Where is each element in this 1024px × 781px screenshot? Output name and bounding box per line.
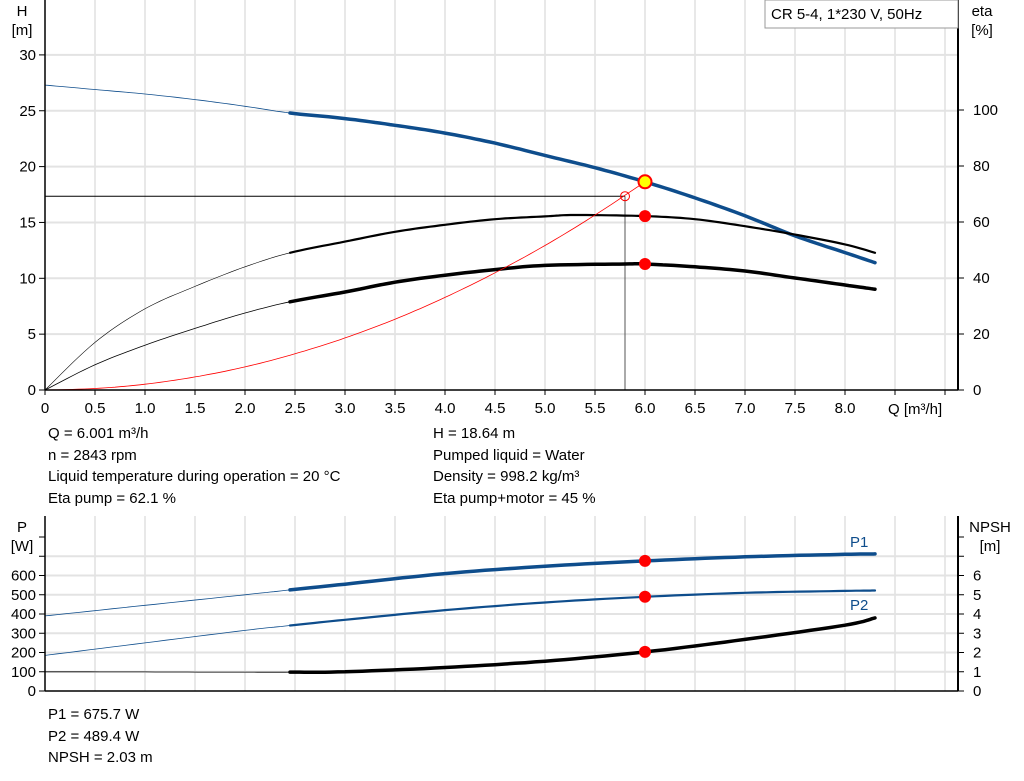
x-tick-label: 2.0 [235, 400, 256, 417]
y-left-label-line1: H [17, 3, 28, 20]
info-p1: P1 = 675.7 W [48, 706, 140, 723]
y-left-tick-label: 300 [11, 625, 36, 642]
x-tick-label: 1.0 [135, 400, 156, 417]
y-left-tick-label: 20 [19, 159, 36, 176]
info-top-left: Q = 6.001 m³/h n = 2843 rpm Liquid tempe… [48, 423, 340, 509]
x-tick-label: 8.0 [835, 400, 856, 417]
x-tick-label: 3.5 [385, 400, 406, 417]
y-left-tick-label: 200 [11, 645, 36, 662]
y-left-tick-label: 500 [11, 587, 36, 604]
y-left-tick-label: 30 [19, 47, 36, 64]
npsh-point [639, 645, 651, 658]
y-left-tick-label: 10 [19, 270, 36, 287]
operating-marker [620, 191, 630, 202]
y-right-tick-label: 60 [973, 214, 990, 231]
y-right-label-line2: [%] [971, 22, 993, 39]
x-tick-label: 6.5 [685, 400, 706, 417]
x-tick-label: 6.0 [635, 400, 656, 417]
info-eta-pump: Eta pump = 62.1 % [48, 489, 176, 507]
y-right-tick-label: 0 [973, 382, 981, 399]
p2-curve-extrapolated [44, 625, 291, 656]
y-right-tick-label: 80 [973, 158, 990, 175]
x-tick-label: 5.0 [535, 400, 556, 417]
p1-series-label: P1 [850, 534, 868, 551]
eta-pump-motor-point [639, 258, 651, 270]
x-tick-label: 1.5 [185, 400, 206, 417]
npsh-axis-label-line1: NPSH [969, 519, 1011, 536]
y-right-tick-label: 20 [973, 326, 990, 343]
head-curve [288, 111, 877, 265]
y-right-tick-label: 5 [973, 587, 981, 604]
bottom-series [44, 552, 877, 674]
info-n: n = 2843 rpm [48, 446, 137, 464]
p1-curve [288, 552, 877, 592]
info-temperature: Liquid temperature during operation = 20… [48, 468, 341, 485]
x-tick-label: 3.0 [335, 400, 356, 417]
eta_pump_motor-curve [288, 261, 877, 304]
x-tick-label: 0.5 [85, 400, 106, 417]
x-axis-label: Q [m³/h] [888, 401, 942, 418]
y-left-tick-label: 100 [11, 664, 36, 681]
x-tick-label: 0 [41, 400, 49, 417]
legend-box-text: CR 5-4, 1*230 V, 50Hz [771, 6, 922, 23]
info-p2: P2 = 489.4 W [48, 727, 140, 745]
y-right-tick-label: 1 [973, 664, 981, 681]
y-left-tick-label: 400 [11, 606, 36, 623]
x-tick-label: 2.5 [285, 400, 306, 417]
p1-curve-extrapolated [44, 589, 291, 617]
top-series [44, 84, 877, 391]
info-npsh: NPSH = 2.03 m [48, 749, 153, 766]
info-bottom: P1 = 675.7 W P2 = 489.4 W NPSH = 2.03 m [48, 704, 153, 769]
x-tick-label: 7.5 [785, 400, 806, 417]
info-q: Q = 6.001 m³/h [48, 425, 149, 442]
x-tick-label: 4.0 [435, 400, 456, 417]
p2-curve [288, 589, 877, 627]
eta-pump-point [639, 210, 651, 223]
npsh-axis-label-line2: [m] [980, 538, 1001, 555]
info-density: Density = 998.2 kg/m³ [433, 468, 580, 485]
p-axis-label-line1: P [17, 519, 27, 536]
y-left-tick-label: 0 [28, 683, 36, 700]
x-tick-label: 5.5 [585, 400, 606, 417]
eta_pump_motor-curve-extrapolated [44, 301, 291, 391]
y-left-label-line2: [m] [12, 22, 33, 39]
x-tick-label: 7.0 [735, 400, 756, 417]
npsh-curve [288, 616, 877, 674]
y-left-tick-label: 600 [11, 568, 36, 585]
y-right-tick-label: 6 [973, 568, 981, 585]
info-liquid: Pumped liquid = Water [433, 446, 585, 464]
y-right-tick-label: 100 [973, 102, 998, 119]
eta_pump-curve-extrapolated [44, 252, 291, 391]
y-right-tick-label: 2 [973, 645, 981, 662]
p2-series-label: P2 [850, 597, 868, 614]
y-right-tick-label: 3 [973, 625, 981, 642]
y-left-tick-label: 15 [19, 214, 36, 231]
legend-box: CR 5-4, 1*230 V, 50Hz [764, 0, 959, 29]
info-h: H = 18.64 m [433, 425, 516, 442]
p2-point [639, 590, 651, 603]
y-left-tick-label: 0 [28, 382, 36, 399]
system-curve [44, 181, 646, 391]
head-curve-extrapolated [44, 84, 291, 114]
duty-point [637, 174, 653, 190]
y-right-label-line1: eta [972, 3, 994, 20]
bottom-grid [45, 516, 958, 691]
info-top-right: H = 18.64 m Pumped liquid = Water Densit… [433, 423, 596, 509]
labels: H [m] eta [%] Q [m³/h] P [W] NPSH [m] P1… [11, 3, 1011, 614]
y-right-tick-label: 0 [973, 683, 981, 700]
p-axis-label-line2: [W] [11, 538, 34, 555]
p1-point [639, 554, 651, 567]
top-grid [45, 0, 958, 390]
x-tick-label: 4.5 [485, 400, 506, 417]
y-right-tick-label: 4 [973, 606, 981, 623]
y-left-tick-label: 5 [28, 326, 36, 343]
y-left-tick-label: 25 [19, 103, 36, 120]
y-right-tick-label: 40 [973, 270, 990, 287]
eta_pump-curve [288, 213, 877, 254]
info-eta-pump-motor: Eta pump+motor = 45 % [433, 489, 596, 507]
